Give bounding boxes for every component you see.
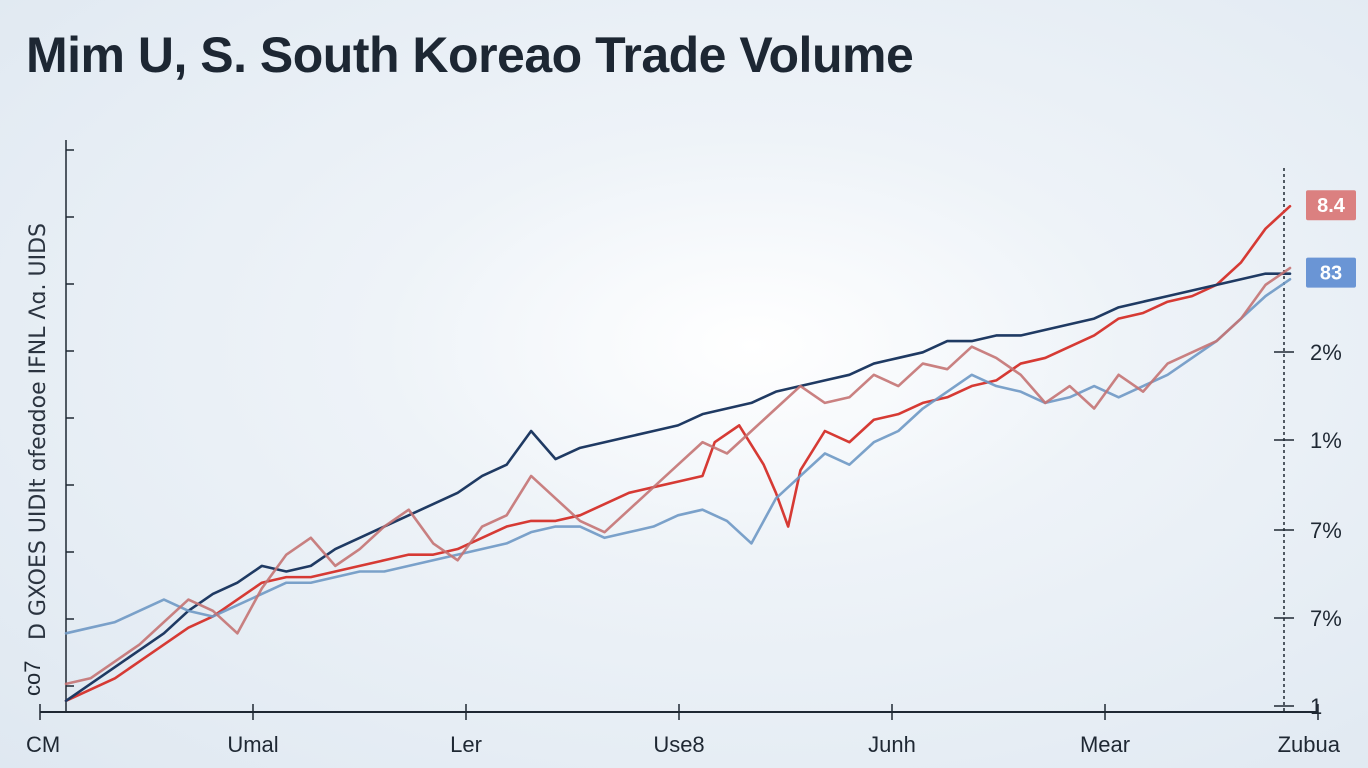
y-tick-label-right: 7% bbox=[1310, 518, 1342, 543]
x-tick-label: Zubua bbox=[1278, 732, 1341, 757]
y-tick-label-right: 2% bbox=[1310, 340, 1342, 365]
series-end-label: 83 bbox=[1306, 257, 1356, 288]
end-label-text: 8.4 bbox=[1317, 195, 1346, 217]
y-tick-label-right: 1 bbox=[1310, 694, 1322, 719]
series-line-navy bbox=[64, 272, 1292, 703]
chart-labels: CM Umal Ler Use8 Junh Mear Zubua co7 2% 1% 7% 7% 1 8.… bbox=[20, 190, 1356, 757]
end-label-box bbox=[1306, 257, 1356, 288]
series-line-blue bbox=[64, 277, 1292, 635]
x-tick-label: Ler bbox=[450, 732, 482, 757]
x-tick-label: Mear bbox=[1080, 732, 1130, 757]
chart-series bbox=[64, 204, 1292, 703]
y-tick-label-right: 1% bbox=[1310, 428, 1342, 453]
y-axis-bottom-label: co7 bbox=[20, 661, 45, 696]
y-axis-label: D GXOES UIDIt ɑfeɑdoe IFNL Ʌɑ. UIDS bbox=[26, 223, 51, 640]
series-line-red bbox=[64, 204, 1292, 703]
chart-title: Mim U, S. South Koreao Trade Volume bbox=[26, 27, 914, 83]
series-line-pink bbox=[64, 266, 1292, 686]
x-tick-label: Use8 bbox=[653, 732, 704, 757]
x-tick-label: Junh bbox=[868, 732, 916, 757]
x-tick-label: Umal bbox=[227, 732, 278, 757]
chart-axes bbox=[39, 140, 1319, 720]
y-tick-label-right: 7% bbox=[1310, 606, 1342, 631]
x-tick-label: CM bbox=[26, 732, 60, 757]
end-label-text: 83 bbox=[1320, 263, 1342, 285]
end-label-box bbox=[1306, 190, 1356, 221]
series-end-label: 8.4 bbox=[1306, 190, 1356, 221]
